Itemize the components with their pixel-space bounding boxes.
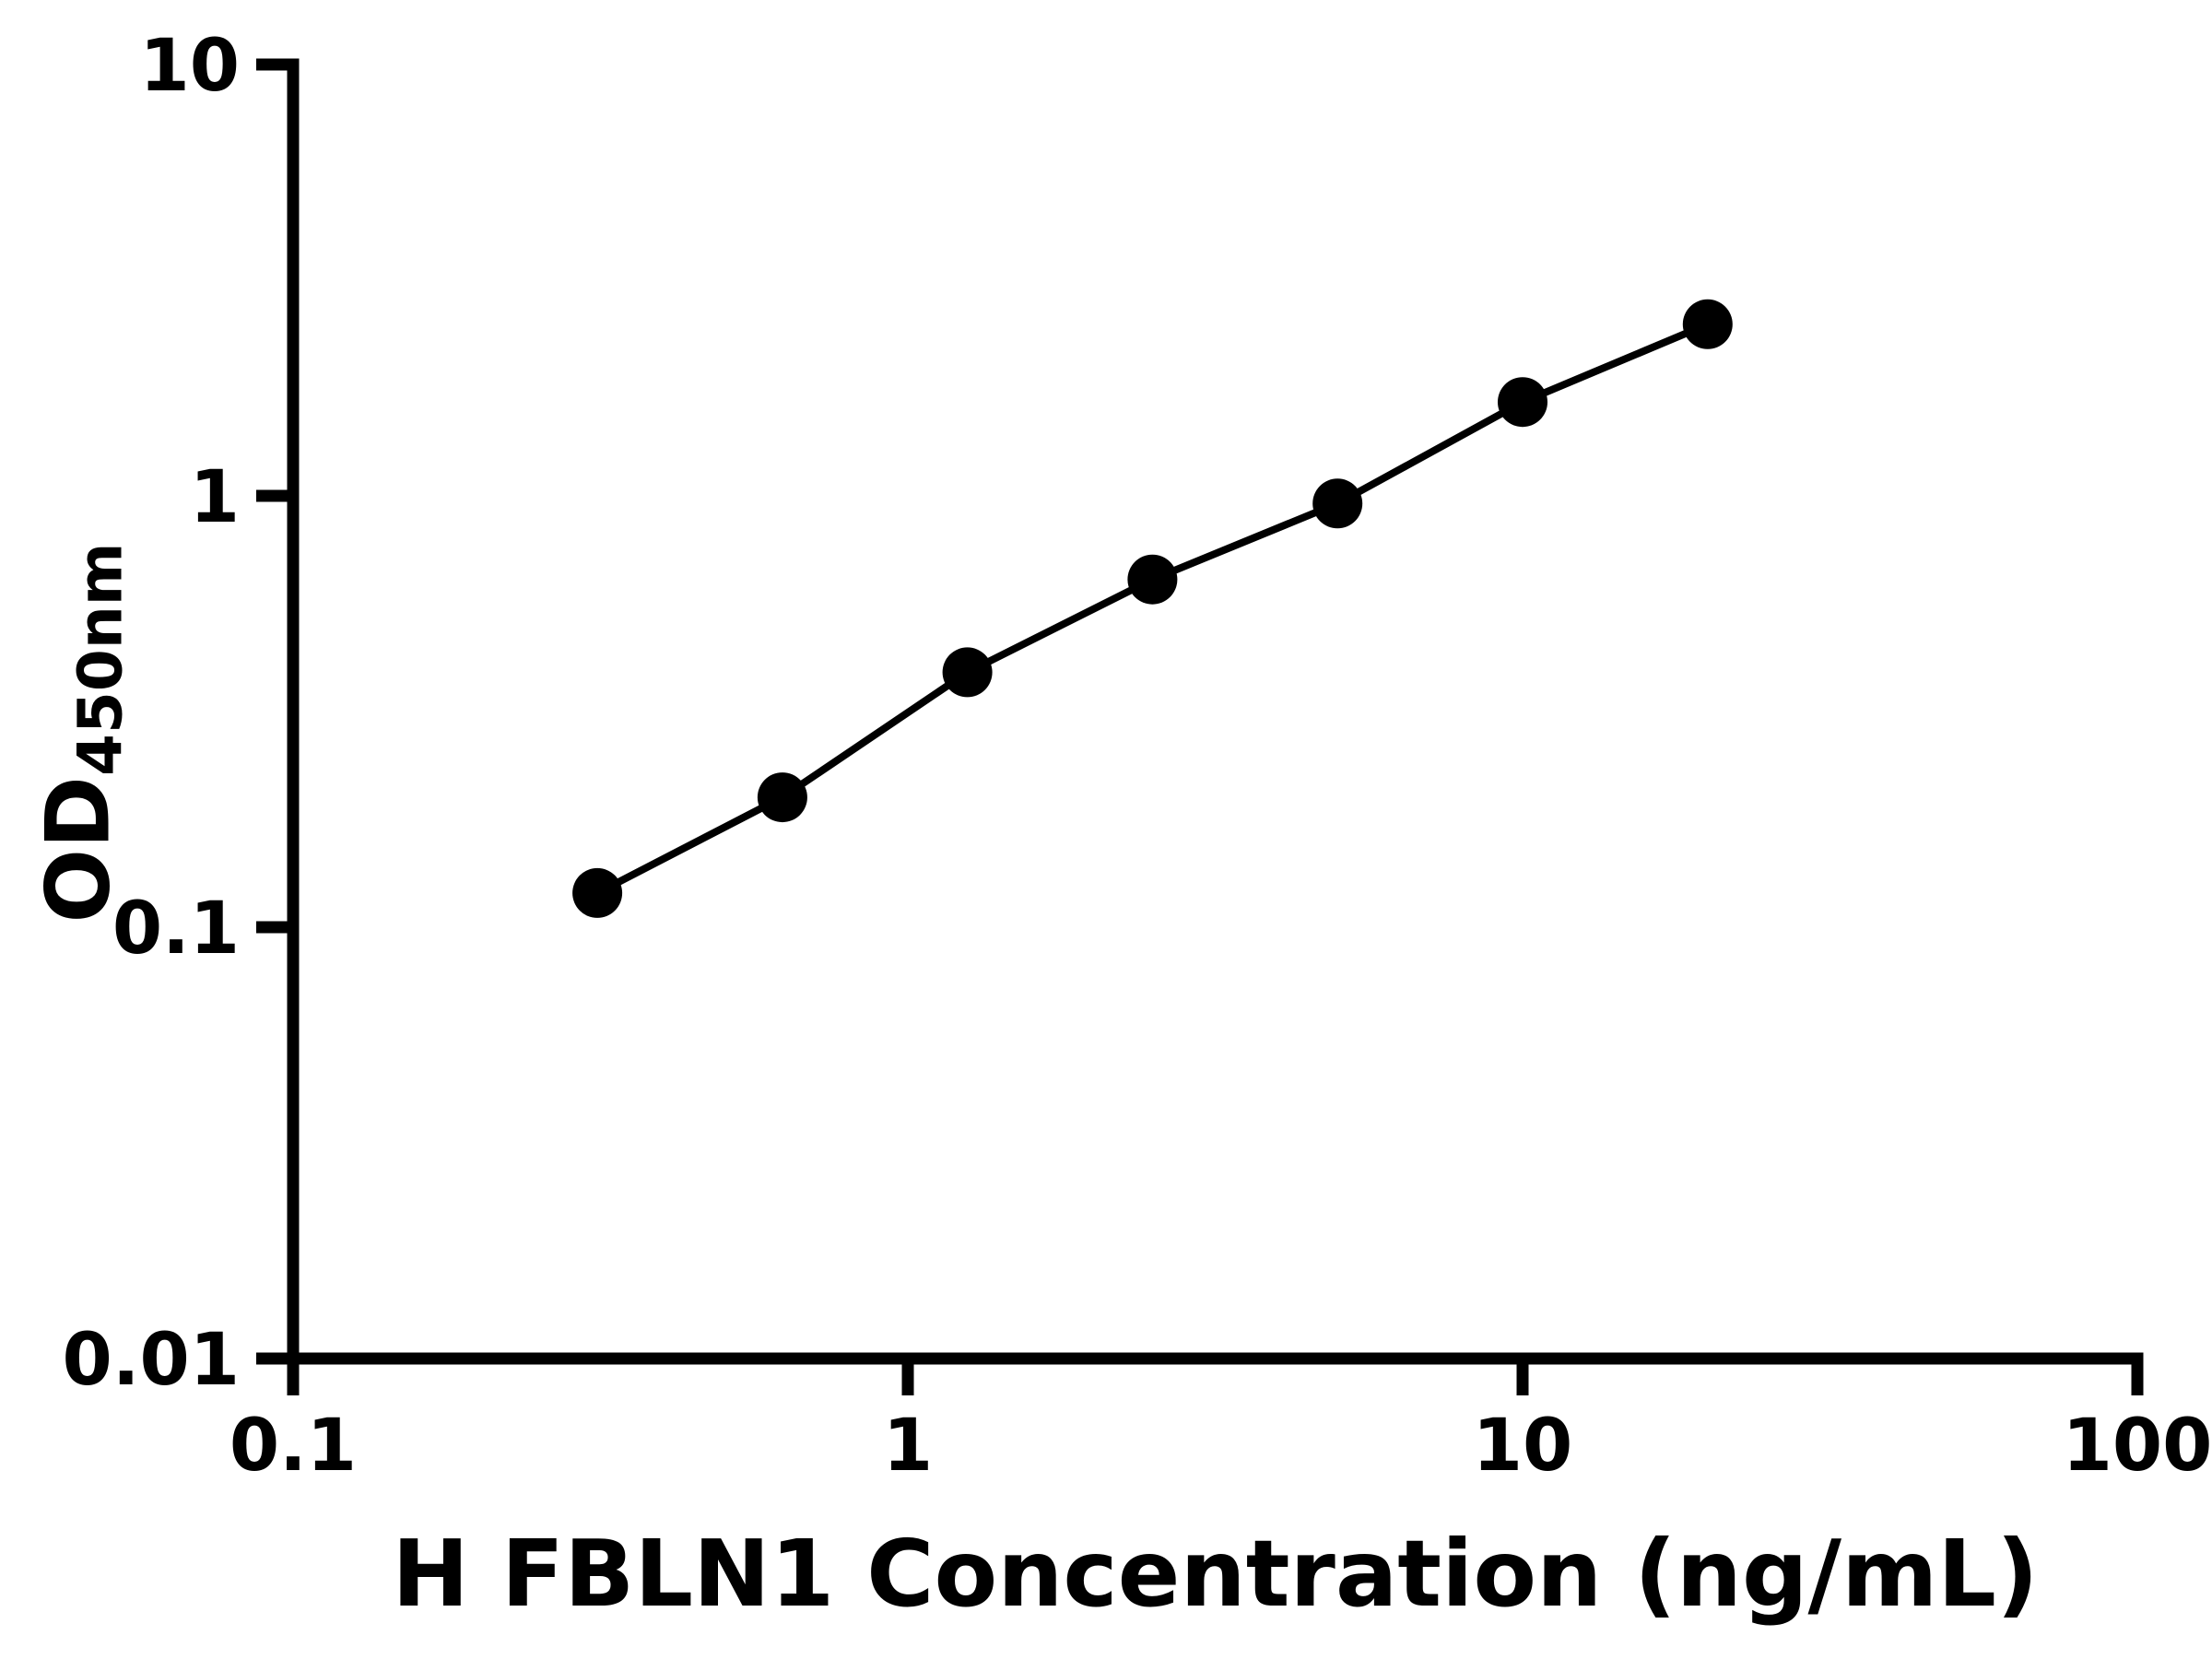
y-tick-label: 0.1 <box>112 888 240 971</box>
x-tick-label: 1 <box>883 1405 933 1488</box>
x-axis-title: H FBLN1 Concentration (ng/mL) <box>392 1520 2039 1628</box>
data-point <box>942 647 993 698</box>
y-tick-label: 0.01 <box>63 1319 240 1402</box>
y-axis-title-main: OD <box>28 775 130 924</box>
data-point <box>1127 554 1178 605</box>
data-point <box>1682 299 1733 349</box>
data-point <box>572 867 623 918</box>
data-point <box>1312 478 1363 529</box>
y-tick-label: 10 <box>139 25 240 108</box>
y-axis-title: OD450nm <box>29 542 136 923</box>
data-point <box>757 772 807 823</box>
y-tick-label: 1 <box>190 456 240 539</box>
x-tick-label: 0.1 <box>229 1405 357 1488</box>
x-tick-label: 10 <box>1473 1405 1573 1488</box>
data-point <box>1498 377 1547 428</box>
axes <box>287 58 2144 1365</box>
y-axis-title-sub: 450nm <box>65 542 136 776</box>
x-tick-label: 100 <box>2063 1405 2212 1488</box>
